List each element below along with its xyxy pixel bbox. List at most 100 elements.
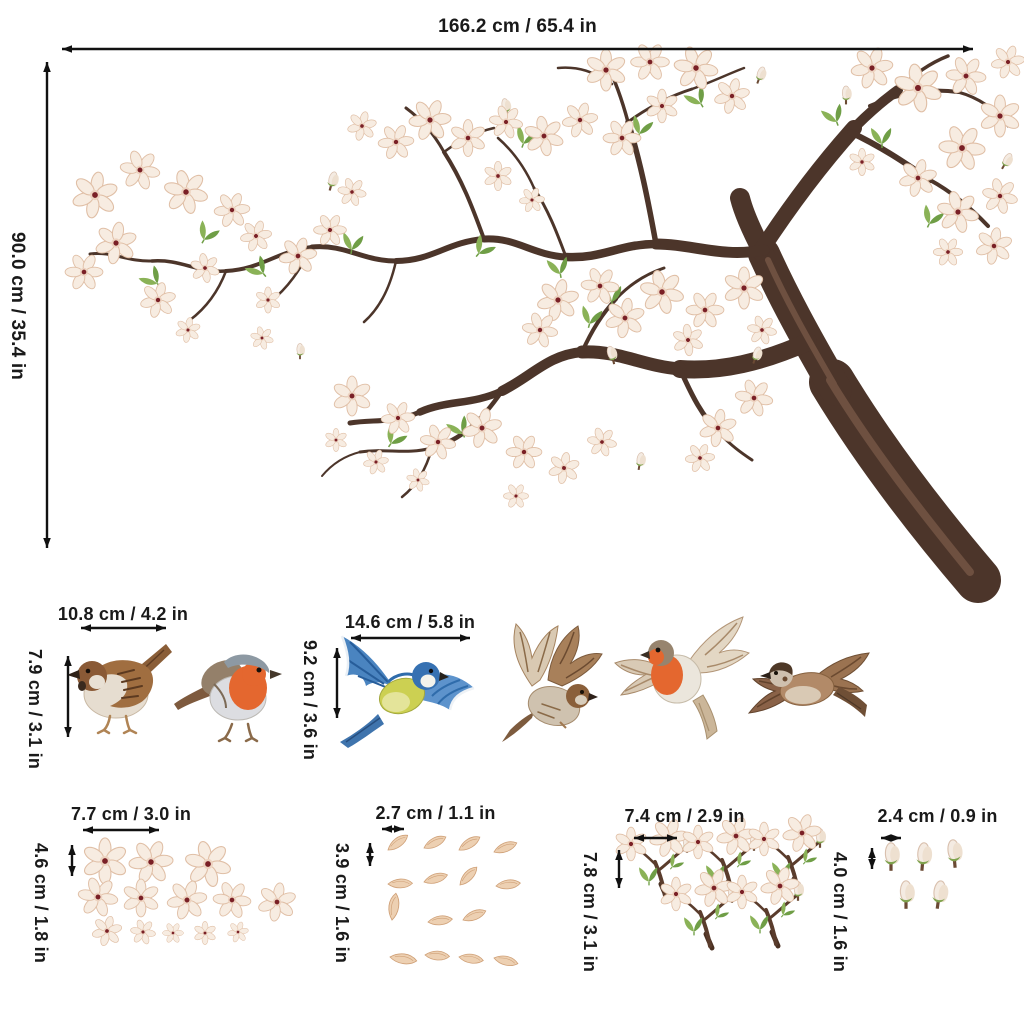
- blossom-flower-icon: [742, 310, 782, 350]
- standing-birds-width-label: 10.8 cm / 4.2 in: [57, 604, 189, 624]
- branch-bud-icon: [997, 150, 1017, 173]
- blossom-flower-icon: [254, 286, 282, 314]
- flower-bud-icon: [913, 840, 935, 874]
- flower-bud-icon: [897, 879, 917, 911]
- flower-clusters-height-arrow: [615, 850, 623, 888]
- flower-buds-height-arrow: [868, 848, 876, 869]
- blossom-flower-icon: [545, 449, 583, 487]
- blossom-flower-icon: [556, 96, 604, 144]
- blossom-flower-icon: [449, 119, 487, 157]
- petal-icon: [461, 908, 488, 923]
- sparrow-flying-wings-up-icon: [502, 623, 603, 742]
- blossom-flower-icon: [331, 375, 373, 417]
- blossom-flower-icon: [709, 73, 755, 119]
- flying-birds-width-label: 14.6 cm / 5.8 in: [344, 612, 476, 632]
- sparrow-standing-icon: [67, 644, 172, 735]
- flying-birds-height-label: 9.2 cm / 3.6 in: [300, 640, 320, 761]
- single-flower-icon: [121, 878, 161, 918]
- petals-width-label: 2.7 cm / 1.1 in: [375, 803, 496, 823]
- petal-icon: [427, 914, 453, 927]
- blossom-flower-icon: [158, 164, 214, 220]
- blossom-flower-icon: [333, 173, 371, 211]
- flower-clusters-grid: [614, 808, 826, 948]
- blossom-flower-icon: [375, 395, 421, 441]
- blossom-flower-icon: [729, 373, 779, 423]
- petal-icon: [383, 891, 404, 922]
- blossom-flower-icon: [88, 215, 144, 271]
- branch-bud-icon: [295, 342, 306, 361]
- blossom-flower-icon: [324, 428, 348, 452]
- blossom-flower-icon: [515, 182, 549, 218]
- petal-icon: [455, 864, 482, 888]
- single-flower-icon: [254, 879, 300, 925]
- petal-icon: [457, 949, 485, 968]
- blossom-flower-icon: [343, 107, 381, 145]
- main-width-label: 166.2 cm / 65.4 in: [438, 16, 597, 37]
- flower-clusters-height-label: 7.8 cm / 3.1 in: [580, 852, 600, 973]
- single-flower-icon: [88, 912, 126, 950]
- blossom-flower-icon: [972, 224, 1016, 268]
- single-flowers-width-label: 7.7 cm / 3.0 in: [70, 804, 192, 824]
- petal-icon: [388, 948, 419, 969]
- blossom-flower-icon: [135, 277, 181, 323]
- blossom-flower-icon: [927, 231, 969, 273]
- branch-bud-icon: [633, 450, 649, 472]
- single-flower-icon: [126, 915, 160, 949]
- robin-standing-icon: [174, 654, 282, 743]
- blossom-flower-icon: [584, 48, 628, 92]
- petals-grid: [383, 832, 521, 971]
- leaf-sprout-icon: [820, 102, 848, 131]
- leaf-sprout-icon: [577, 304, 604, 331]
- petal-icon: [495, 878, 521, 891]
- petal-icon: [384, 832, 412, 853]
- petal-icon: [424, 947, 451, 964]
- blossom-flower-icon: [520, 112, 568, 160]
- single-flowers-height-arrow: [68, 845, 76, 876]
- petal-icon: [421, 834, 449, 851]
- blossom-flower-icon: [574, 260, 626, 312]
- flower-buds-width-label: 2.4 cm / 0.9 in: [877, 806, 998, 826]
- robin-flying-icon: [614, 616, 750, 740]
- single-flower-icon: [193, 921, 217, 945]
- flower-clusters-width-label: 7.4 cm / 2.9 in: [624, 806, 745, 826]
- blossom-branch-icon: [88, 54, 1010, 603]
- blossom-flower-icon: [623, 35, 677, 89]
- blue-tit-flying-icon: [340, 635, 475, 748]
- standing-birds-width-arrow: [81, 624, 166, 632]
- main-height-arrow: [43, 62, 51, 548]
- blossom-flower-icon: [927, 181, 989, 243]
- standing-birds-height-label: 7.9 cm / 3.1 in: [25, 649, 45, 770]
- single-flower-icon: [224, 918, 252, 946]
- blossom-flower-icon: [977, 173, 1023, 219]
- petal-icon: [492, 950, 520, 971]
- flower-bud-icon: [929, 878, 952, 912]
- flower-bud-icon: [944, 837, 966, 870]
- petal-icon: [387, 876, 414, 891]
- blossom-flower-icon: [457, 403, 507, 453]
- blossom-flower-icon: [173, 315, 203, 345]
- main-width-arrow: [62, 45, 973, 53]
- flying-birds-width-arrow: [351, 634, 470, 642]
- petal-icon: [456, 834, 483, 853]
- blossom-flower-icon: [978, 94, 1022, 138]
- single-flower-icon: [161, 873, 213, 927]
- single-flower-icon: [69, 868, 127, 926]
- flower-buds-grid: [882, 837, 966, 912]
- single-flower-icon: [81, 837, 129, 885]
- blossom-flower-icon: [67, 167, 123, 223]
- single-flowers-height-label: 4.6 cm / 1.8 in: [31, 842, 51, 964]
- dimension-arrows: [43, 45, 973, 888]
- single-flowers-width-arrow: [83, 826, 159, 834]
- main-height-label: 90.0 cm / 35.4 in: [7, 231, 28, 381]
- leaf-sprout-icon: [191, 219, 221, 249]
- blossom-flower-icon: [483, 160, 513, 192]
- leaf-sprout-icon: [545, 255, 571, 281]
- standing-birds-height-arrow: [64, 656, 72, 737]
- flower-buds-height-label: 4.0 cm / 1.6 in: [830, 851, 850, 973]
- flower-clusters-width-arrow: [634, 834, 677, 842]
- blossom-flower-icon: [247, 323, 277, 353]
- blossom-flower-icon: [848, 148, 876, 176]
- single-flowers-grid: [69, 832, 300, 950]
